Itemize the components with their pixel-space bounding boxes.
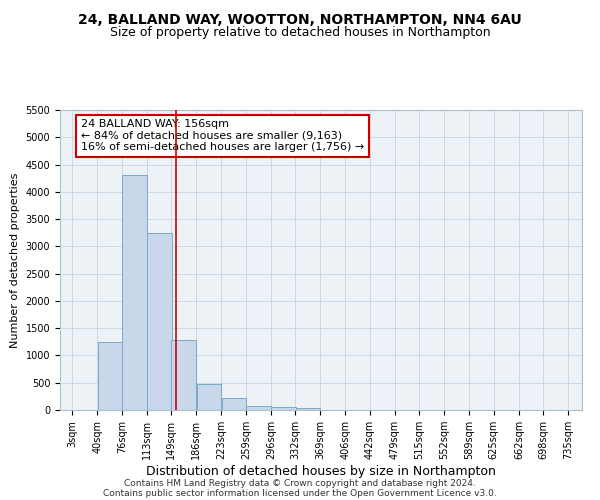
Bar <box>122 176 146 410</box>
Bar <box>296 408 320 410</box>
Y-axis label: Number of detached properties: Number of detached properties <box>10 172 20 348</box>
Text: Contains public sector information licensed under the Open Government Licence v3: Contains public sector information licen… <box>103 488 497 498</box>
Text: Size of property relative to detached houses in Northampton: Size of property relative to detached ho… <box>110 26 490 39</box>
Text: 24 BALLAND WAY: 156sqm
← 84% of detached houses are smaller (9,163)
16% of semi-: 24 BALLAND WAY: 156sqm ← 84% of detached… <box>81 119 364 152</box>
Bar <box>98 342 122 410</box>
Bar <box>147 232 172 410</box>
Bar <box>246 406 271 410</box>
Bar <box>221 398 246 410</box>
X-axis label: Distribution of detached houses by size in Northampton: Distribution of detached houses by size … <box>146 465 496 478</box>
Bar <box>271 406 296 410</box>
Bar <box>197 384 221 410</box>
Text: Contains HM Land Registry data © Crown copyright and database right 2024.: Contains HM Land Registry data © Crown c… <box>124 478 476 488</box>
Text: 24, BALLAND WAY, WOOTTON, NORTHAMPTON, NN4 6AU: 24, BALLAND WAY, WOOTTON, NORTHAMPTON, N… <box>78 12 522 26</box>
Bar <box>172 340 196 410</box>
